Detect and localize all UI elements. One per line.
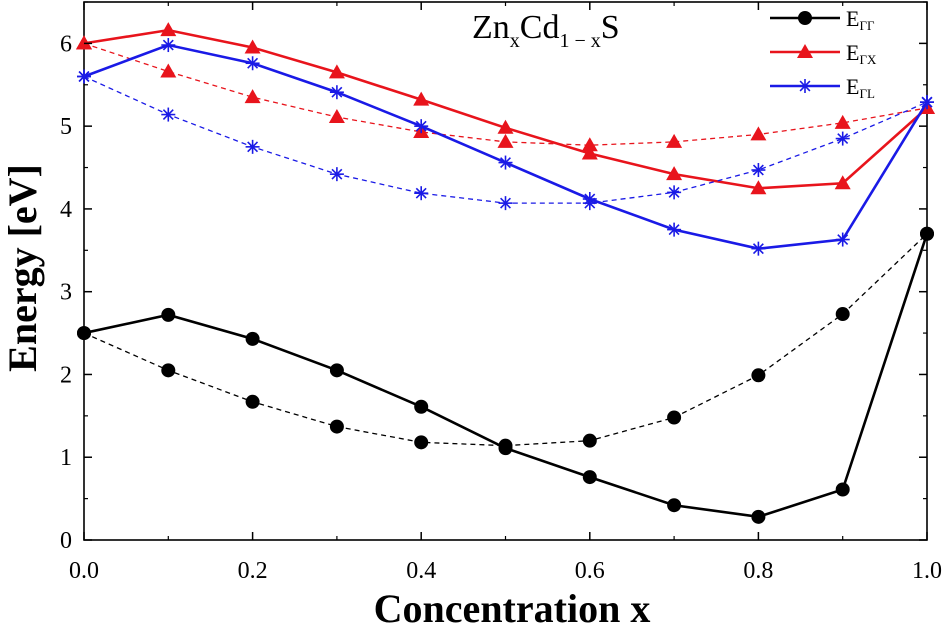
- data-point-solid: [751, 509, 766, 524]
- data-point-dashed: [751, 163, 766, 178]
- data-point-solid: [160, 22, 177, 37]
- x-axis-label: Concentration x: [374, 586, 651, 627]
- data-point-solid: [920, 226, 934, 241]
- legend-marker: [798, 11, 812, 25]
- x-tick-label: 0.4: [406, 558, 436, 584]
- data-point-dashed: [834, 114, 851, 129]
- y-tick-label: 4: [60, 197, 72, 223]
- axes: 0.0 0.2 0.4 0.6 0.8 1.0 0 1 2 3 4 5 6: [60, 1, 942, 584]
- data-point-dashed: [161, 107, 176, 122]
- y-axis-label: Energy [eV]: [0, 164, 45, 372]
- series-group: [76, 22, 935, 524]
- x-tick-label: 0.2: [238, 558, 268, 584]
- x-tick-label: 0.0: [69, 558, 99, 584]
- y-tick-label: 0: [60, 528, 72, 554]
- data-point-dashed: [245, 394, 260, 409]
- series-line-solid: [83, 233, 929, 519]
- data-point-solid: [667, 498, 682, 513]
- data-point-dashed: [244, 89, 261, 104]
- x-tick-label: 0.8: [743, 558, 773, 584]
- data-point-solid: [414, 399, 429, 414]
- data-point-solid: [497, 119, 514, 134]
- plot-frame: [83, 1, 928, 541]
- data-point-solid: [835, 232, 850, 247]
- y-tick-label: 6: [60, 31, 72, 57]
- data-point-solid: [244, 39, 261, 54]
- data-point-solid: [76, 35, 92, 50]
- data-point-dashed: [329, 167, 344, 182]
- data-point-dashed: [666, 133, 683, 148]
- data-point-dashed: [498, 196, 513, 211]
- y-tick-label: 2: [60, 362, 72, 388]
- y-tick-label: 3: [60, 280, 72, 306]
- data-point-solid: [835, 482, 850, 497]
- data-point-solid: [751, 241, 766, 256]
- data-point-solid: [413, 91, 430, 106]
- data-point-solid: [245, 56, 260, 71]
- x-tick-label: 1.0: [912, 558, 942, 584]
- data-point-solid: [582, 470, 597, 485]
- data-point-solid: [498, 441, 513, 456]
- data-point-solid: [329, 85, 344, 100]
- data-point-solid: [77, 69, 91, 84]
- data-point-solid: [161, 307, 176, 322]
- data-point-solid: [245, 331, 260, 346]
- legend-label: EΓL: [846, 74, 875, 101]
- data-point-dashed: [667, 410, 682, 425]
- data-point-dashed: [835, 307, 850, 322]
- data-point-solid: [667, 222, 682, 237]
- legend-label: EΓΓ: [846, 6, 875, 33]
- data-point-dashed: [245, 139, 260, 154]
- data-point-dashed: [160, 63, 177, 78]
- data-point-dashed: [161, 363, 176, 378]
- data-point-dashed: [414, 435, 429, 450]
- data-point-dashed: [835, 131, 850, 146]
- data-point-dashed: [582, 433, 597, 448]
- data-point-solid: [920, 95, 934, 110]
- data-point-dashed: [751, 368, 766, 383]
- data-point-solid: [582, 191, 597, 206]
- data-point-solid: [666, 166, 683, 181]
- data-point-dashed: [414, 186, 429, 201]
- series-line-dashed: [83, 233, 928, 447]
- data-point-dashed: [497, 133, 514, 148]
- plot-area: [83, 1, 928, 541]
- data-point-dashed: [667, 185, 682, 200]
- data-point-solid: [750, 180, 767, 195]
- x-tick-label: 0.6: [575, 558, 605, 584]
- data-point-dashed: [750, 126, 767, 141]
- data-point-solid: [329, 363, 344, 378]
- y-tick-label: 5: [60, 114, 72, 140]
- data-point-solid: [834, 175, 851, 190]
- legend: EΓΓ EΓX EΓL: [770, 6, 877, 101]
- legend-marker: [797, 44, 813, 58]
- data-point-dashed: [328, 109, 345, 124]
- data-point-solid: [328, 64, 345, 79]
- legend-label: EΓX: [846, 40, 877, 67]
- data-point-solid: [581, 145, 598, 160]
- data-point-solid: [498, 155, 513, 170]
- data-point-dashed: [581, 137, 598, 152]
- data-point-solid: [161, 38, 176, 53]
- chart-title: ZnxCd1 − xS: [472, 9, 620, 52]
- data-point-dashed: [329, 419, 344, 434]
- y-tick-label: 1: [60, 445, 72, 471]
- data-point-solid: [414, 119, 429, 134]
- legend-marker: [798, 79, 812, 93]
